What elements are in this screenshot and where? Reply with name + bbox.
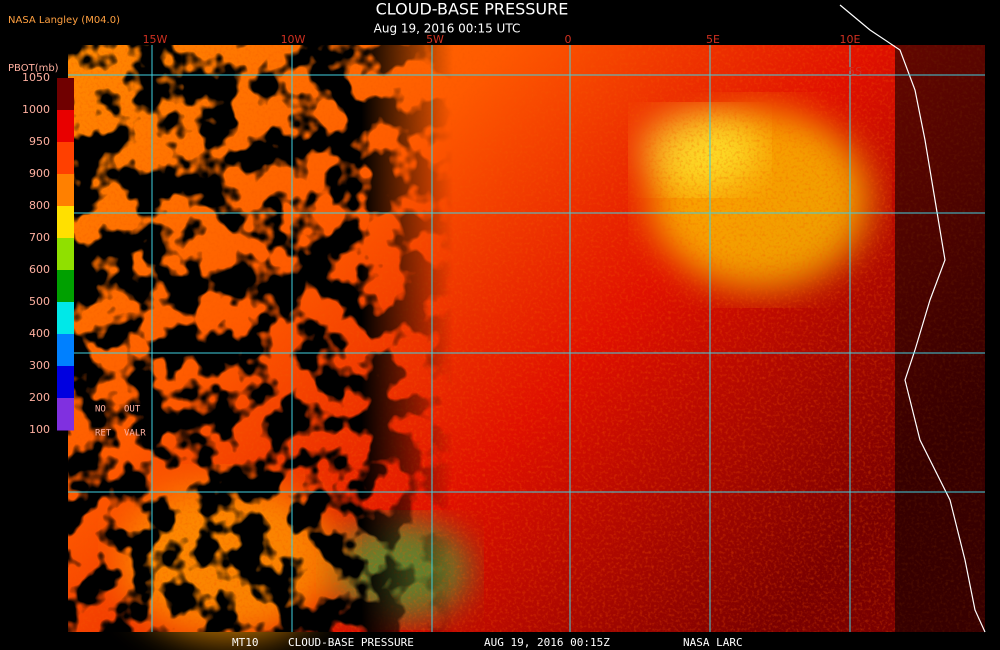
note: NO bbox=[95, 405, 106, 415]
legend-swatch bbox=[57, 334, 74, 367]
legend-swatch bbox=[57, 238, 74, 271]
lon-label: 5W bbox=[426, 33, 444, 46]
legend-label: 600 bbox=[29, 263, 50, 276]
lat-label: 5S bbox=[848, 65, 862, 78]
legend-notes: NO OUT RET VALR bbox=[95, 405, 146, 439]
legend-swatch bbox=[57, 110, 74, 143]
longitude-labels: 15W 10W 5W 0 5E 10E 5S bbox=[143, 33, 862, 78]
legend-label: 200 bbox=[29, 391, 50, 404]
legend-swatch bbox=[57, 270, 74, 303]
note: RET bbox=[95, 429, 112, 439]
legend: 1050 1000 950 900 800 700 600 500 400 300 200 100 bbox=[22, 71, 74, 436]
footer-text: AUG 19, 2016 00:15Z bbox=[484, 636, 610, 649]
legend-swatch bbox=[57, 366, 74, 399]
legend-label: 950 bbox=[29, 135, 50, 148]
lon-label: 5E bbox=[706, 33, 720, 46]
note: OUT bbox=[124, 405, 141, 415]
legend-swatch bbox=[57, 206, 74, 239]
satellite-image bbox=[68, 4, 986, 640]
footer-text: NASA LARC bbox=[683, 636, 743, 649]
footer: MT10 CLOUD-BASE PRESSURE AUG 19, 2016 00… bbox=[232, 636, 743, 649]
legend-swatch bbox=[57, 302, 74, 335]
footer-text: MT10 bbox=[232, 636, 259, 649]
note: VALR bbox=[124, 429, 146, 439]
lon-label: 10E bbox=[840, 33, 861, 46]
graticule bbox=[68, 45, 985, 632]
legend-swatch bbox=[57, 78, 74, 111]
legend-swatch bbox=[57, 142, 74, 175]
source: NASA Langley (M04.0) bbox=[8, 15, 120, 26]
title: CLOUD-BASE PRESSURE bbox=[376, 0, 569, 19]
legend-swatch bbox=[57, 174, 74, 207]
legend-label: 300 bbox=[29, 359, 50, 372]
legend-label: 700 bbox=[29, 231, 50, 244]
legend-swatch bbox=[57, 398, 74, 431]
legend-label: 500 bbox=[29, 295, 50, 308]
lon-label: 15W bbox=[143, 33, 168, 46]
footer-text: CLOUD-BASE PRESSURE bbox=[288, 636, 414, 649]
time: Aug 19, 2016 00:15 UTC bbox=[374, 22, 521, 36]
legend-label: 1050 bbox=[22, 71, 50, 84]
lon-label: 10W bbox=[281, 33, 306, 46]
legend-label: 100 bbox=[29, 423, 50, 436]
lon-label: 0 bbox=[565, 33, 572, 46]
legend-label: 400 bbox=[29, 327, 50, 340]
legend-label: 1000 bbox=[22, 103, 50, 116]
legend-label: 800 bbox=[29, 199, 50, 212]
legend-label: 900 bbox=[29, 167, 50, 180]
legend-title: PBOT(mb) bbox=[8, 63, 59, 74]
